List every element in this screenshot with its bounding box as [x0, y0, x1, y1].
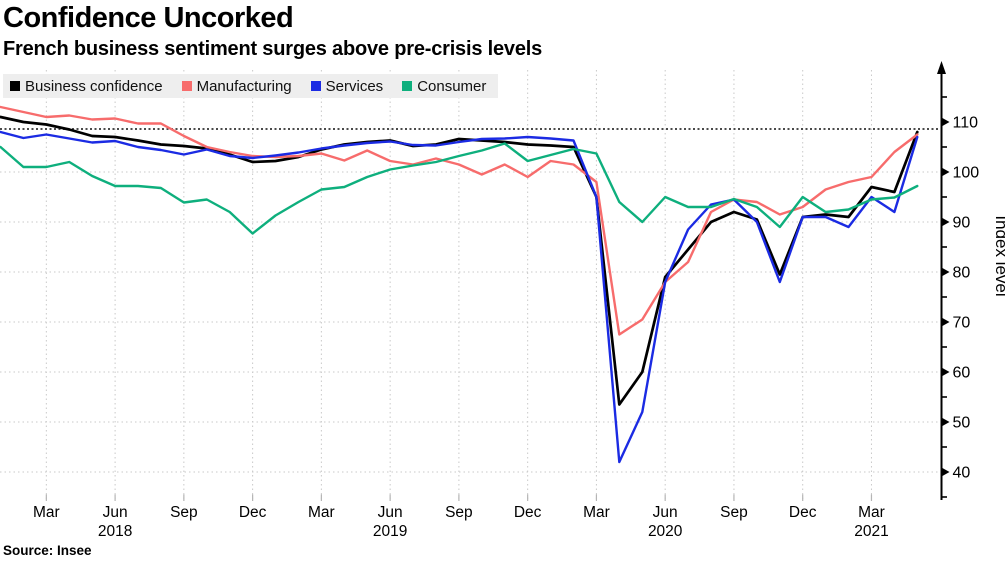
legend-label: Consumer [417, 77, 487, 95]
legend-label: Manufacturing [196, 77, 292, 95]
x-tick-label: Sep [445, 504, 473, 521]
legend-swatch-icon [310, 81, 321, 91]
y-major-tick [941, 317, 950, 327]
y-major-tick [941, 117, 950, 127]
legend-item-manufacturing: Manufacturing [181, 77, 292, 95]
y-major-tick [941, 217, 950, 227]
chart-subtitle: French business sentiment surges above p… [3, 38, 543, 60]
x-tick-label: Mar [308, 504, 335, 521]
x-tick-label: Dec [789, 504, 817, 521]
x-tick-label: Sep [720, 504, 748, 521]
x-year-label: 2019 [373, 523, 407, 540]
legend-label: Services [325, 77, 384, 95]
series-line-manufacturing [0, 105, 919, 336]
x-tick-label: Mar [583, 504, 610, 521]
y-major-tick [941, 467, 950, 477]
y-axis-title: Index level [992, 215, 1005, 296]
x-tick-label: Sep [170, 504, 198, 521]
legend-item-business-confidence: Business confidence [10, 78, 163, 95]
x-tick-label: Dec [514, 504, 542, 521]
y-tick-label: 40 [953, 465, 971, 482]
chart-legend: Business confidence Manufacturing Services… [3, 74, 499, 98]
legend-item-consumer: Consumer [402, 78, 486, 95]
x-tick-label: Mar [33, 504, 60, 521]
series-line-business-confidence [0, 115, 919, 406]
y-tick-label: 90 [953, 215, 971, 232]
page-title: Confidence Uncorked [3, 2, 294, 34]
y-tick-label: 110 [953, 115, 979, 132]
x-tick-label: Mar [858, 504, 885, 521]
legend-swatch-icon [181, 81, 192, 91]
series-line-consumer [0, 142, 919, 235]
y-major-tick [941, 167, 950, 177]
legend-item-services: Services [310, 77, 384, 95]
source-note: Source: Insee [3, 543, 92, 558]
x-tick-label: Dec [239, 504, 267, 521]
y-major-tick [941, 367, 950, 377]
legend-swatch-icon [402, 81, 413, 91]
legend-label: Business confidence [25, 77, 163, 95]
x-year-label: 2018 [98, 523, 132, 540]
x-tick-label: Jun [103, 504, 128, 521]
y-tick-label: 70 [953, 315, 971, 332]
y-tick-label: 100 [953, 165, 980, 182]
y-tick-label: 80 [953, 265, 971, 282]
y-tick-label: 50 [953, 415, 971, 432]
y-tick-label: 60 [953, 365, 971, 382]
y-major-tick [941, 267, 950, 277]
y-axis-arrow [937, 61, 946, 74]
x-year-label: 2020 [648, 523, 683, 540]
legend-swatch-icon [10, 81, 20, 91]
x-tick-label: Jun [378, 504, 403, 521]
x-year-label: 2021 [854, 523, 888, 540]
x-tick-label: Jun [653, 504, 678, 521]
y-major-tick [941, 417, 950, 427]
series-line-services [0, 130, 919, 464]
